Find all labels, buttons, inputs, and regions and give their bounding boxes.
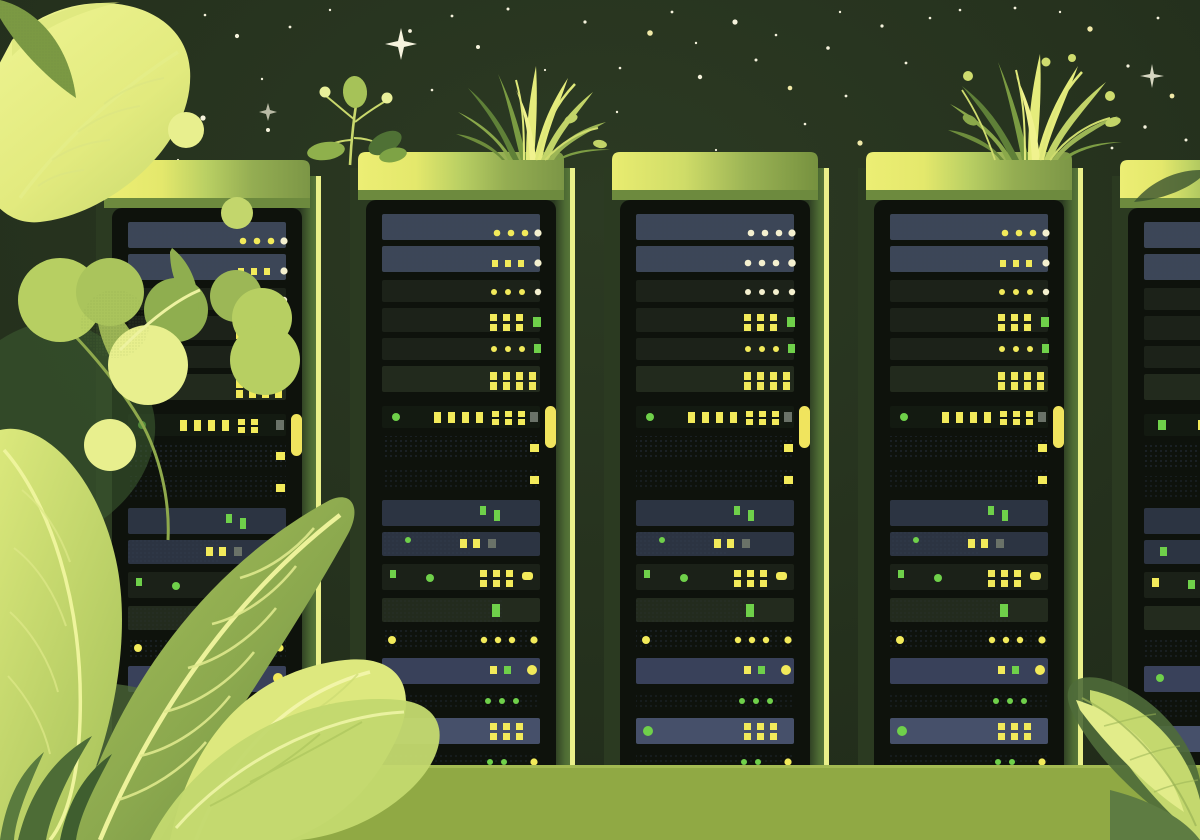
rack-2-handle[interactable]	[545, 406, 556, 448]
leaf-banana-left	[0, 428, 122, 840]
plant-grass-1	[456, 66, 610, 161]
rack-3-handle[interactable]	[799, 406, 810, 448]
sparkle-group	[259, 28, 1164, 121]
rack-2[interactable]	[350, 152, 575, 778]
leaf-feather-center	[72, 497, 355, 840]
rack-3[interactable]	[604, 152, 829, 778]
plant-sprig-1	[307, 76, 407, 166]
rack-5[interactable]	[1112, 160, 1200, 778]
leaf-upper-right-edge	[1134, 170, 1200, 202]
leaf-round-cluster	[18, 112, 300, 541]
rack-1-handle[interactable]	[291, 414, 302, 456]
plant-grass-2	[948, 54, 1122, 161]
rack-4[interactable]	[858, 152, 1083, 778]
leaf-bottom-right	[1067, 677, 1200, 840]
rack-5-units	[1144, 222, 1200, 752]
rack-4-handle[interactable]	[1053, 406, 1064, 448]
leaf-wide-lower	[150, 699, 440, 840]
sprouts-bottom-left	[0, 736, 112, 840]
rack-2-units	[382, 214, 542, 772]
floor-top-edge	[0, 765, 1200, 768]
